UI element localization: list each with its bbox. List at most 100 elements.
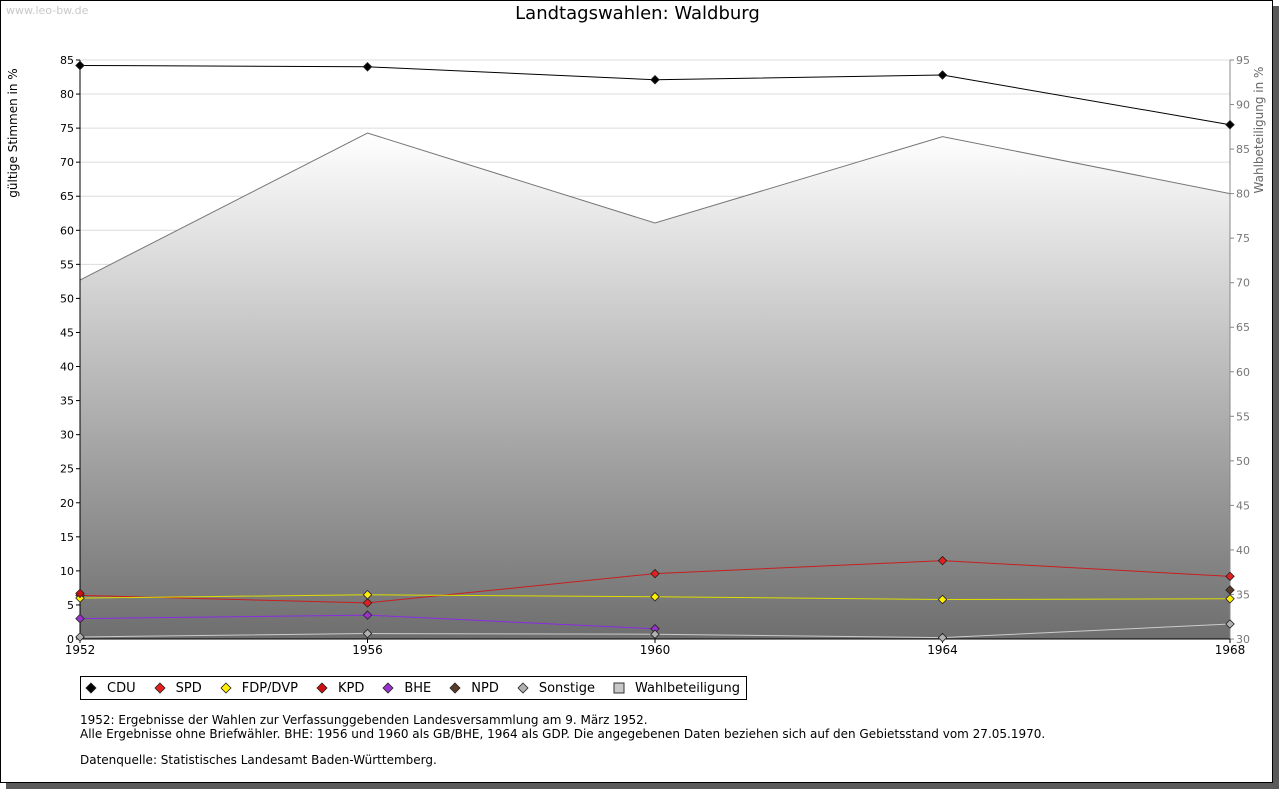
legend-marker bbox=[449, 682, 461, 694]
series-line-cdu bbox=[79, 64, 1231, 126]
watermark: www.leo-bw.de bbox=[6, 4, 89, 17]
y2-tick-label: 35 bbox=[1236, 588, 1250, 601]
data-point-spd bbox=[937, 555, 948, 566]
legend-item: CDU bbox=[85, 681, 136, 696]
data-point-spd bbox=[650, 568, 660, 579]
x-tick-label: 1952 bbox=[65, 643, 96, 657]
turnout-line bbox=[79, 132, 1231, 281]
y-tick-label: 10 bbox=[60, 565, 74, 578]
y-tick-label: 30 bbox=[60, 429, 74, 442]
y2-tick-label: 75 bbox=[1236, 232, 1250, 245]
y-tick-label: 70 bbox=[60, 156, 74, 169]
data-point-cdu bbox=[650, 74, 660, 85]
data-point-sonstige bbox=[650, 629, 660, 639]
legend-marker bbox=[613, 682, 625, 694]
legend-item: FDP/DVP bbox=[220, 681, 298, 696]
y2-tick-label: 40 bbox=[1236, 544, 1250, 557]
y-tick-label: 20 bbox=[60, 497, 74, 510]
note-line-2: Alle Ergebnisse ohne Briefwähler. BHE: 1… bbox=[80, 727, 1046, 741]
data-point-cdu bbox=[75, 60, 85, 71]
y2-tick-label: 50 bbox=[1236, 455, 1250, 468]
y-tick-label: 5 bbox=[67, 599, 74, 612]
legend-item: KPD bbox=[316, 681, 364, 696]
y2-axis-label: Wahlbeteiligung in % bbox=[1252, 67, 1266, 194]
y2-tick-label: 45 bbox=[1236, 499, 1250, 512]
legend: CDU SPD FDP/DVP KPD BHE NPD Sonstige Wahlbeteil… bbox=[80, 676, 748, 700]
legend-item: NPD bbox=[449, 681, 499, 696]
turnout-area bbox=[80, 133, 1230, 639]
y-tick-label: 75 bbox=[60, 122, 74, 135]
data-point-bhe bbox=[75, 613, 85, 624]
legend-item: SPD bbox=[154, 681, 202, 696]
legend-label: SPD bbox=[175, 680, 202, 696]
x-tick-label: 1968 bbox=[1215, 643, 1246, 657]
axes: 0 5 10 15 20 25 30 35 40 45 50 55 60 65 70 75 80 85 30 35 40… bbox=[60, 54, 1250, 657]
legend-label: KPD bbox=[337, 680, 365, 696]
data-point-kpd bbox=[75, 588, 85, 599]
y-tick-label: 35 bbox=[60, 395, 74, 408]
note-line-1: 1952: Ergebnisse der Wahlen zur Verfassu… bbox=[80, 713, 648, 727]
data-point-fdp/dvp bbox=[1225, 594, 1235, 604]
y-tick-label: 50 bbox=[60, 292, 74, 305]
notes: 1952: Ergebnisse der Wahlen zur Verfassu… bbox=[80, 713, 1045, 767]
legend-label: NPD bbox=[471, 680, 499, 696]
legend-label: Sonstige bbox=[538, 680, 596, 696]
legend-label: CDU bbox=[107, 680, 136, 696]
y-tick-label: 65 bbox=[60, 190, 74, 203]
x-tick-label: 1960 bbox=[640, 643, 671, 657]
chart-svg: 0 5 10 15 20 25 30 35 40 45 50 55 60 65 70 75 80 85 30 35 40… bbox=[6, 54, 1266, 657]
data-point-bhe bbox=[362, 610, 373, 620]
y2-tick-label: 60 bbox=[1236, 366, 1250, 379]
legend-marker bbox=[517, 682, 529, 694]
y2-tick-label: 85 bbox=[1236, 143, 1250, 156]
legend-item: Sonstige bbox=[517, 681, 595, 696]
y-tick-label: 45 bbox=[60, 326, 74, 339]
legend-label: Wahlbeteiligung bbox=[635, 680, 741, 696]
chart-title: Landtagswahlen: Waldburg bbox=[515, 3, 760, 24]
y2-tick-label: 55 bbox=[1236, 410, 1250, 423]
legend-item: Wahlbeteiligung bbox=[613, 681, 740, 696]
legend-marker bbox=[220, 682, 232, 694]
data-point-npd bbox=[1225, 585, 1235, 595]
legend-label: FDP/DVP bbox=[241, 680, 298, 696]
legend-marker bbox=[154, 682, 166, 694]
turnout-area-layer bbox=[79, 132, 1231, 639]
y2-tick-label: 80 bbox=[1236, 188, 1250, 201]
legend-label: BHE bbox=[404, 680, 432, 696]
legend-item: BHE bbox=[382, 681, 431, 696]
data-point-sonstige bbox=[937, 632, 948, 643]
y2-tick-label: 95 bbox=[1236, 54, 1250, 67]
y2-tick-label: 30 bbox=[1236, 633, 1250, 646]
y-tick-label: 0 bbox=[67, 633, 74, 646]
data-point-spd bbox=[1225, 571, 1235, 582]
y2-tick-label: 90 bbox=[1236, 99, 1250, 112]
legend-marker bbox=[382, 682, 394, 694]
legend-marker bbox=[85, 682, 97, 694]
data-point-fdp/dvp bbox=[75, 593, 85, 603]
y-tick-label: 25 bbox=[60, 463, 74, 476]
data-point-cdu bbox=[362, 62, 373, 72]
data-point-cdu bbox=[1225, 119, 1235, 130]
y2-tick-label: 70 bbox=[1236, 277, 1250, 290]
data-point-sonstige bbox=[1225, 619, 1235, 629]
y-tick-label: 60 bbox=[60, 224, 74, 237]
data-point-fdp/dvp bbox=[650, 592, 660, 602]
data-point-spd bbox=[362, 598, 373, 608]
source-line: Datenquelle: Statistisches Landesamt Bad… bbox=[80, 753, 437, 767]
x-tick-label: 1964 bbox=[927, 643, 958, 657]
data-point-fdp/dvp bbox=[362, 589, 373, 600]
y-tick-label: 40 bbox=[60, 361, 74, 374]
y-tick-label: 15 bbox=[60, 531, 74, 544]
data-point-cdu bbox=[937, 70, 948, 80]
y-tick-label: 85 bbox=[60, 54, 74, 67]
y-tick-label: 80 bbox=[60, 88, 74, 101]
x-tick-label: 1956 bbox=[352, 643, 383, 657]
y2-tick-label: 65 bbox=[1236, 321, 1250, 334]
data-point-fdp/dvp bbox=[937, 594, 948, 605]
legend-marker bbox=[316, 682, 328, 694]
data-point-sonstige bbox=[362, 628, 373, 639]
data-point-sonstige bbox=[75, 632, 85, 642]
y-axis-label: gültige Stimmen in % bbox=[6, 68, 20, 197]
series-points bbox=[75, 60, 1235, 643]
y-tick-label: 55 bbox=[60, 258, 74, 271]
